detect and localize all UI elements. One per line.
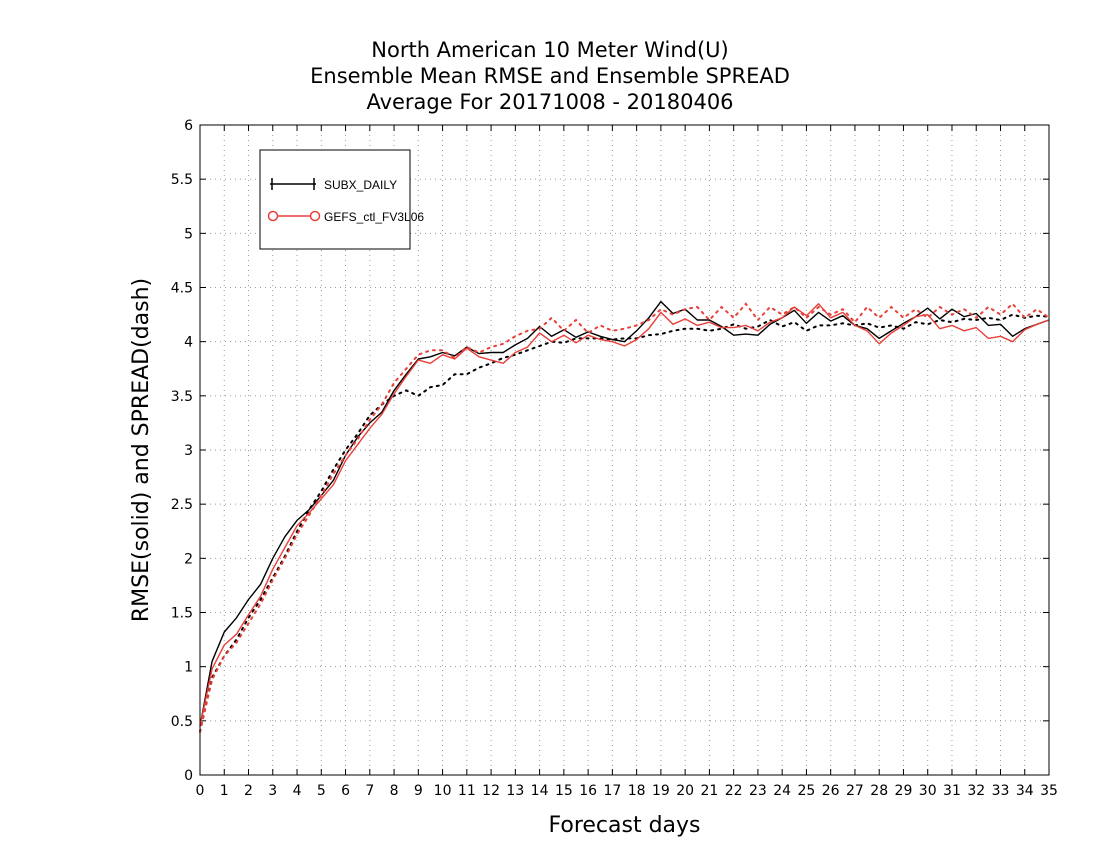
chart-title-line-2: Ensemble Mean RMSE and Ensemble SPREAD (310, 64, 790, 88)
x-tick-label: 16 (579, 783, 597, 799)
x-tick-labels: 0 1 2 3 4 5 6 7 8 9 10 11 12 13 14 15 16 17 18 19 20 21 22 23 24… (196, 783, 1058, 799)
grid-lines (200, 125, 1049, 775)
y-tick-label: 3.5 (171, 389, 193, 405)
y-tick-label: 0 (184, 768, 193, 784)
x-tick-label: 10 (434, 783, 452, 799)
x-axis-label: Forecast days (548, 813, 700, 838)
legend-marker-gefs-right (309, 210, 321, 222)
x-tick-label: 33 (992, 783, 1010, 799)
x-tick-label: 15 (555, 783, 573, 799)
x-tick-label: 5 (317, 783, 326, 799)
x-tick-label: 21 (700, 783, 718, 799)
x-tick-label: 31 (943, 783, 961, 799)
spread-line-subx (199, 313, 1050, 733)
spread-line-gefs (199, 302, 1050, 733)
chart-title-line-3: Average For 20171008 - 20180406 (366, 90, 734, 114)
x-tick-label: 32 (967, 783, 985, 799)
rmse-line-gefs (199, 303, 1050, 727)
x-tick-label: 7 (365, 783, 374, 799)
x-tick-label: 0 (196, 783, 205, 799)
x-tick-label: 4 (293, 783, 302, 799)
x-tick-label: 29 (895, 783, 913, 799)
x-tick-label: 30 (919, 783, 937, 799)
y-tick-label: 0.5 (171, 714, 193, 730)
legend-item-gefs: GEFS_ctl_FV3L06 (267, 210, 424, 224)
x-tick-label: 6 (341, 783, 350, 799)
y-tick-label: 1 (184, 660, 193, 676)
x-tick-label: 14 (531, 783, 549, 799)
x-tick-label: 12 (482, 783, 500, 799)
x-tick-label: 23 (749, 783, 767, 799)
x-tick-label: 1 (220, 783, 229, 799)
x-tick-label: 11 (458, 783, 476, 799)
rmse-line-subx (199, 300, 1050, 727)
x-tick-label: 17 (603, 783, 621, 799)
x-tick-label: 28 (870, 783, 888, 799)
y-tick-labels: 0 0.5 1 1.5 2 2.5 3 3.5 4 4.5 5 5.5 6 (171, 118, 193, 784)
x-tick-label: 19 (652, 783, 670, 799)
y-tick-label: 2.5 (171, 497, 193, 513)
y-tick-label: 5.5 (171, 172, 193, 188)
y-tick-label: 6 (184, 118, 193, 134)
legend-label-subx: SUBX_DAILY (324, 178, 397, 192)
x-tick-label: 2 (244, 783, 253, 799)
y-tick-label: 1.5 (171, 606, 193, 622)
chart-title-line-1: North American 10 Meter Wind(U) (371, 38, 729, 62)
x-tick-label: 34 (1016, 783, 1034, 799)
plot-frame (199, 124, 1050, 776)
x-tick-label: 26 (822, 783, 840, 799)
legend-item-subx: SUBX_DAILY (270, 178, 397, 192)
series-layer (199, 300, 1050, 733)
x-tick-label: 25 (798, 783, 816, 799)
legend-box (259, 149, 411, 250)
axis-ticks (199, 124, 1050, 776)
x-tick-label: 13 (506, 783, 524, 799)
x-tick-label: 18 (628, 783, 646, 799)
x-tick-label: 8 (390, 783, 399, 799)
legend-label-gefs: GEFS_ctl_FV3L06 (324, 210, 424, 224)
x-tick-label: 9 (414, 783, 423, 799)
x-tick-label: 35 (1040, 783, 1058, 799)
x-tick-label: 22 (725, 783, 743, 799)
y-tick-label: 5 (184, 226, 193, 242)
legend: SUBX_DAILY GEFS_ctl_FV3L06 (259, 149, 424, 250)
y-tick-label: 4 (184, 335, 193, 351)
x-tick-label: 27 (846, 783, 864, 799)
legend-marker-gefs-left (267, 210, 279, 222)
y-tick-label: 4.5 (171, 281, 193, 297)
x-tick-label: 24 (773, 783, 791, 799)
y-tick-label: 2 (184, 551, 193, 567)
y-tick-label: 3 (184, 443, 193, 459)
x-tick-label: 3 (268, 783, 277, 799)
x-tick-label: 20 (676, 783, 694, 799)
y-axis-label: RMSE(solid) and SPREAD(dash) (129, 278, 154, 622)
